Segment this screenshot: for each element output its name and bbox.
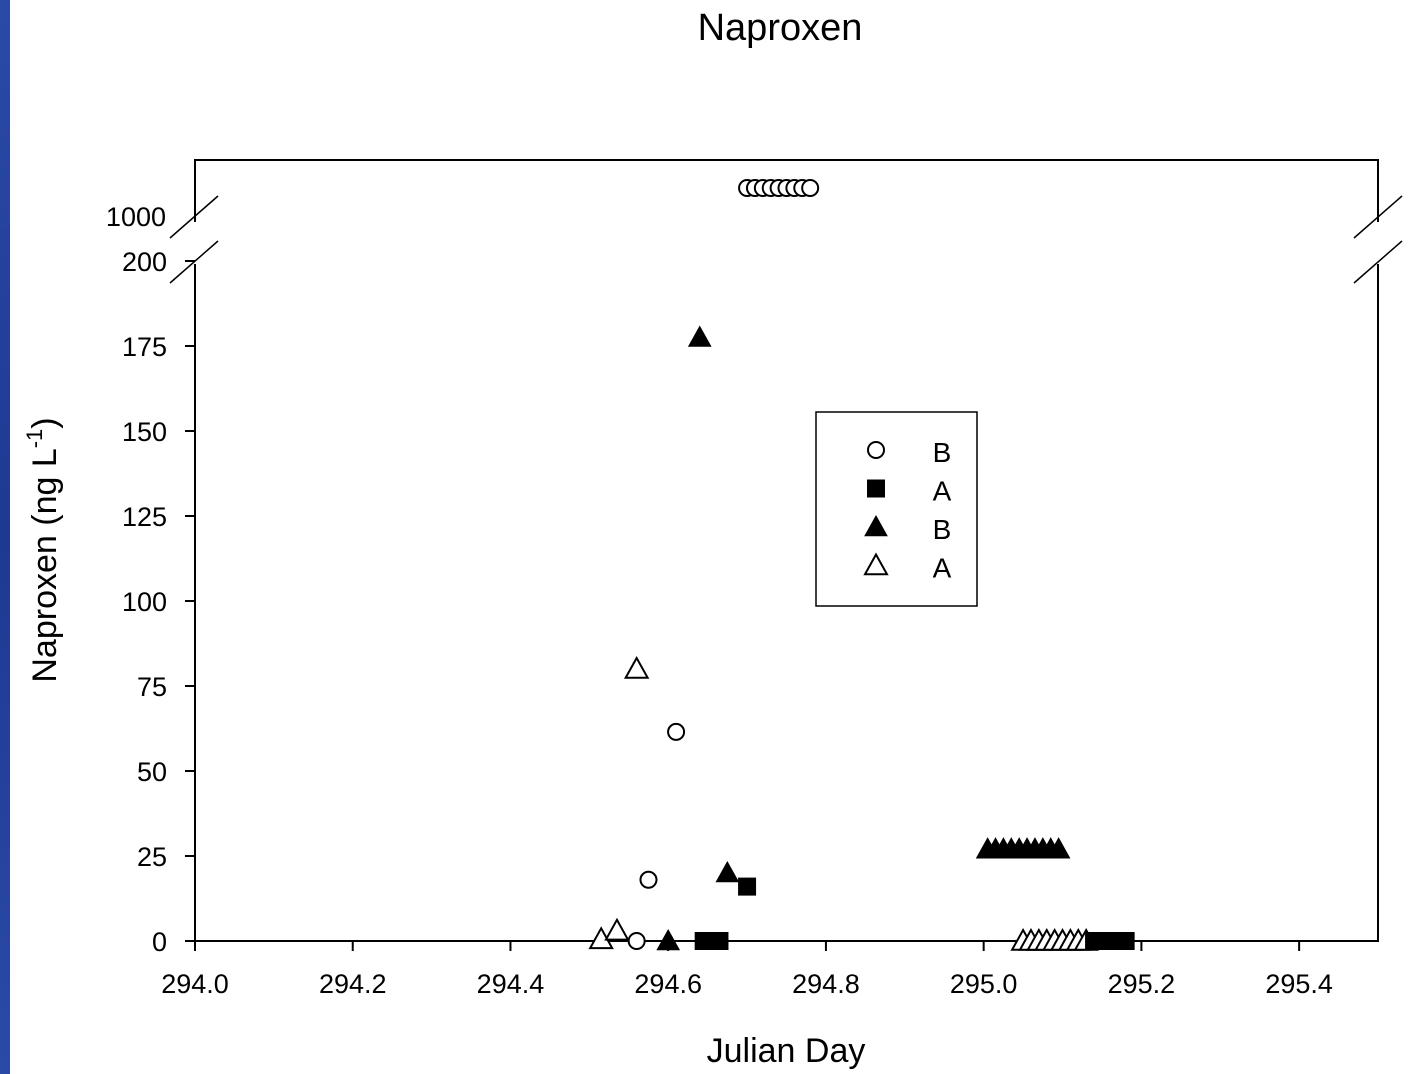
data-point — [715, 860, 740, 883]
data-point — [738, 877, 757, 896]
legend-label: B — [933, 514, 952, 545]
y-axis-ticks: 0 25 50 75 100 125 150 175 200 — [122, 247, 195, 957]
x-tick-label: 294.8 — [792, 969, 860, 999]
legend-label: B — [933, 437, 952, 468]
x-tick-label: 294.4 — [477, 969, 545, 999]
data-point — [639, 870, 658, 889]
data-points — [588, 179, 1135, 951]
x-tick-label: 294.2 — [319, 969, 387, 999]
y-axis-label-superscript: -1 — [22, 429, 47, 449]
data-point — [1046, 837, 1071, 859]
y-tick-label: 100 — [122, 587, 167, 617]
legend-marker — [864, 514, 888, 537]
x-axis-ticks: 294.0 294.2 294.4 294.6 294.8 295.0 295.2 295.4 — [161, 941, 1333, 999]
legend-box — [815, 411, 978, 607]
y-tick-label: 0 — [152, 927, 167, 957]
y-tick-label: 75 — [137, 672, 167, 702]
y-upper-segment-label: 1000 — [106, 202, 166, 232]
legend-marker — [867, 441, 885, 459]
y-axis-label: Naproxen (ng L-1) — [22, 417, 64, 682]
data-point — [623, 655, 650, 679]
axis-break-marks — [169, 195, 1403, 284]
data-point — [604, 917, 630, 941]
data-point — [687, 325, 712, 347]
x-tick-label: 294.6 — [634, 969, 702, 999]
data-point — [627, 932, 646, 950]
y-axis-label-main: Naproxen (ng L — [26, 448, 64, 682]
data-point — [667, 722, 686, 741]
x-tick-label: 294.0 — [161, 969, 229, 999]
y-tick-label: 50 — [137, 757, 167, 787]
y-tick-label: 175 — [122, 332, 167, 362]
legend-marker — [863, 552, 889, 576]
left-border-stripe — [0, 0, 10, 1074]
y-axis-label-close: ) — [26, 417, 64, 428]
y-tick-label: 25 — [137, 842, 167, 872]
data-point — [710, 932, 729, 950]
chart-title: Naproxen — [698, 7, 863, 49]
x-tick-label: 295.4 — [1265, 969, 1333, 999]
x-tick-label: 295.0 — [950, 969, 1018, 999]
data-point-above-break — [801, 179, 820, 197]
y-tick-label: 200 — [122, 247, 167, 277]
legend-label: A — [933, 553, 952, 584]
x-tick-label: 295.2 — [1108, 969, 1176, 999]
legend-label: A — [933, 476, 952, 507]
x-axis-label: Julian Day — [707, 1032, 866, 1070]
data-point — [656, 928, 681, 951]
data-point — [1116, 932, 1135, 950]
y-tick-label: 125 — [122, 502, 167, 532]
plot-frame — [194, 159, 1379, 942]
legend-marker — [867, 479, 885, 498]
y-tick-label: 150 — [122, 417, 167, 447]
